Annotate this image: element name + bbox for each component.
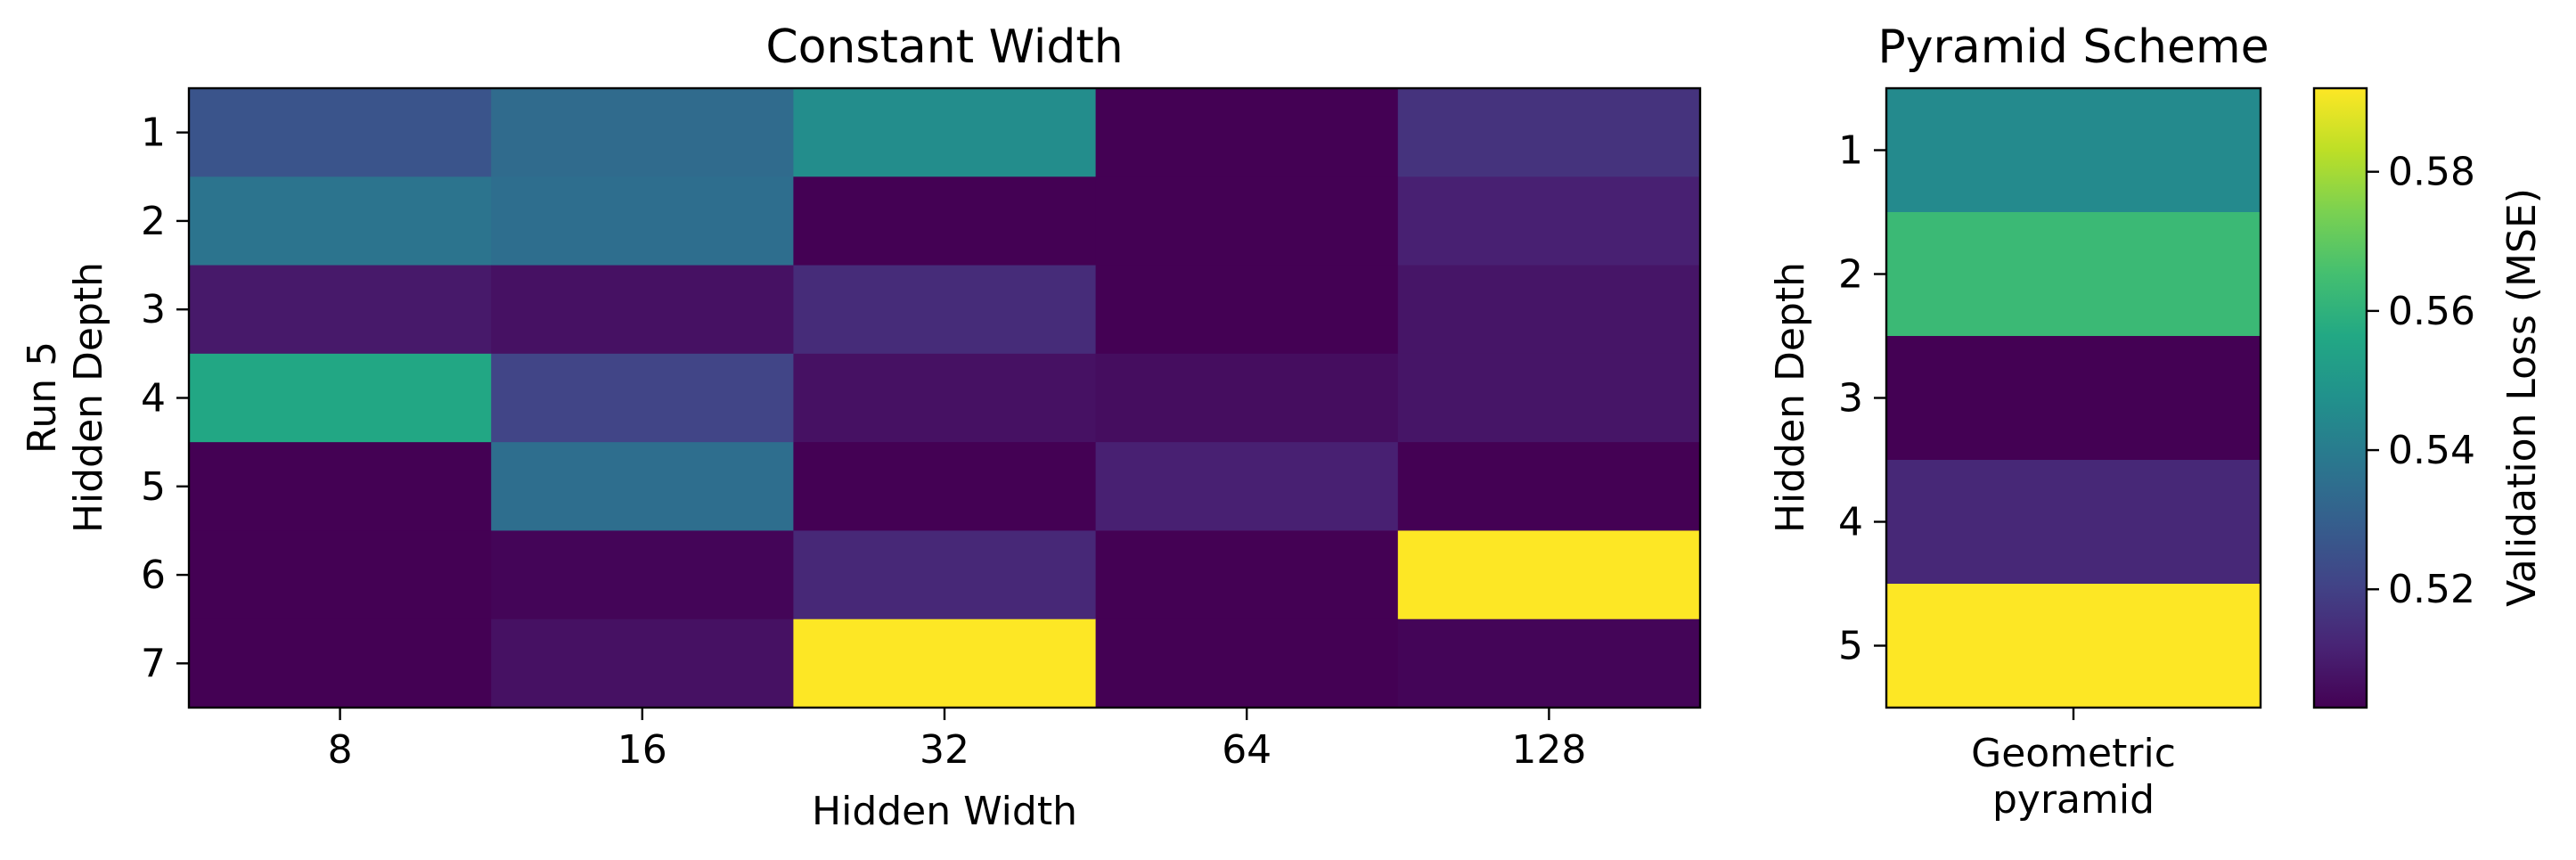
colorbar-tick-label: 0.52 [2388,567,2475,612]
colorbar-tick-label: 0.58 [2388,150,2475,195]
heatmap-cell [1886,460,2261,585]
pyramid-scheme-heatmap: 1 2 3 4 5 Geometric pyramid Pyramid Scheme H… [1768,20,2269,823]
heatmap-cell [1095,618,1399,708]
y-tick-label: 6 [141,553,166,598]
colorbar: 0.52 0.54 0.56 0.58 Validation Loss (MSE) [2312,86,2545,709]
heatmap-cell [1095,442,1399,531]
heatmap-cell [491,265,794,355]
colorbar-tick-label: 0.54 [2388,428,2475,473]
pyramid-y-axis-label: Hidden Depth [1768,262,1813,533]
y-tick-label: 1 [1838,128,1863,174]
x-tick-label: 8 [328,727,353,773]
heatmap-cell [189,442,492,531]
y-tick-label: 3 [1838,376,1863,422]
x-tick-label: 64 [1222,727,1272,773]
pyramid-chart-title: Pyramid Scheme [1877,20,2269,74]
heatmap-cell [793,530,1097,620]
heatmap-cell [491,88,794,177]
heatmap-cell [1886,88,2261,213]
y-tick-label: 1 [141,111,166,156]
heatmap-cell [189,353,492,443]
heatmap-cell [189,265,492,355]
heatmap-cell [491,442,794,531]
heatmap-cell [1397,176,1701,266]
heatmap-cell [1397,88,1701,177]
heatmap-cell [189,530,492,620]
heatmap-cell [1095,88,1399,177]
heatmap-cell [1095,265,1399,355]
heatmap-cell [1397,265,1701,355]
x-tick-label: 16 [617,727,667,773]
heatmap-cell [1397,353,1701,443]
pyramid-x-tick-label-line2: pyramid [1992,777,2155,823]
colorbar-label: Validation Loss (MSE) [2499,188,2545,607]
heatmap-cell [491,176,794,266]
heatmap-cell [793,265,1097,355]
y-tick-label: 2 [141,199,166,244]
y-tick-label: 3 [141,287,166,332]
heatmap-cell [491,618,794,708]
y-tick-label: 4 [141,376,166,422]
heatmap-cell [793,88,1097,177]
heatmap-cell [1397,530,1701,620]
main-y-axis-label-run: Run 5 [20,341,65,454]
y-tick-label: 4 [1838,500,1863,545]
heatmap-cell [189,176,492,266]
heatmap-cell [189,618,492,708]
heatmap-cell [491,353,794,443]
main-chart-title: Constant Width [765,20,1123,74]
heatmap-cell [793,618,1097,708]
heatmap-cell [189,88,492,177]
main-x-axis-label: Hidden Width [812,789,1077,834]
heatmap-cell [1886,584,2261,708]
heatmap-cell [793,353,1097,443]
heatmap-cell [1095,353,1399,443]
y-tick-label: 7 [141,641,166,686]
y-tick-label: 2 [1838,252,1863,298]
y-tick-label: 5 [141,464,166,510]
heatmap-cell [1886,336,2261,461]
heatmap-cell [491,530,794,620]
colorbar-gradient [2314,88,2367,708]
heatmap-cell [1095,176,1399,266]
pyramid-x-tick-label-line1: Geometric [1971,731,2176,776]
x-tick-label: 128 [1511,727,1586,773]
heatmap-cell [1886,212,2261,337]
colorbar-frame [2312,86,2368,709]
constant-width-heatmap: 8 16 32 64 128 1 2 3 4 5 6 7 Constant Width Hidden… [20,20,1702,834]
heatmap-cell [793,442,1097,531]
heatmap-cell [793,176,1097,266]
heatmap-cell [1095,530,1399,620]
y-tick-label: 5 [1838,624,1863,669]
x-tick-label: 32 [920,727,969,773]
colorbar-tick-label: 0.56 [2388,289,2475,334]
main-y-axis-label-depth: Hidden Depth [66,262,111,533]
heatmap-cell [1397,618,1701,708]
heatmap-cell [1397,442,1701,531]
